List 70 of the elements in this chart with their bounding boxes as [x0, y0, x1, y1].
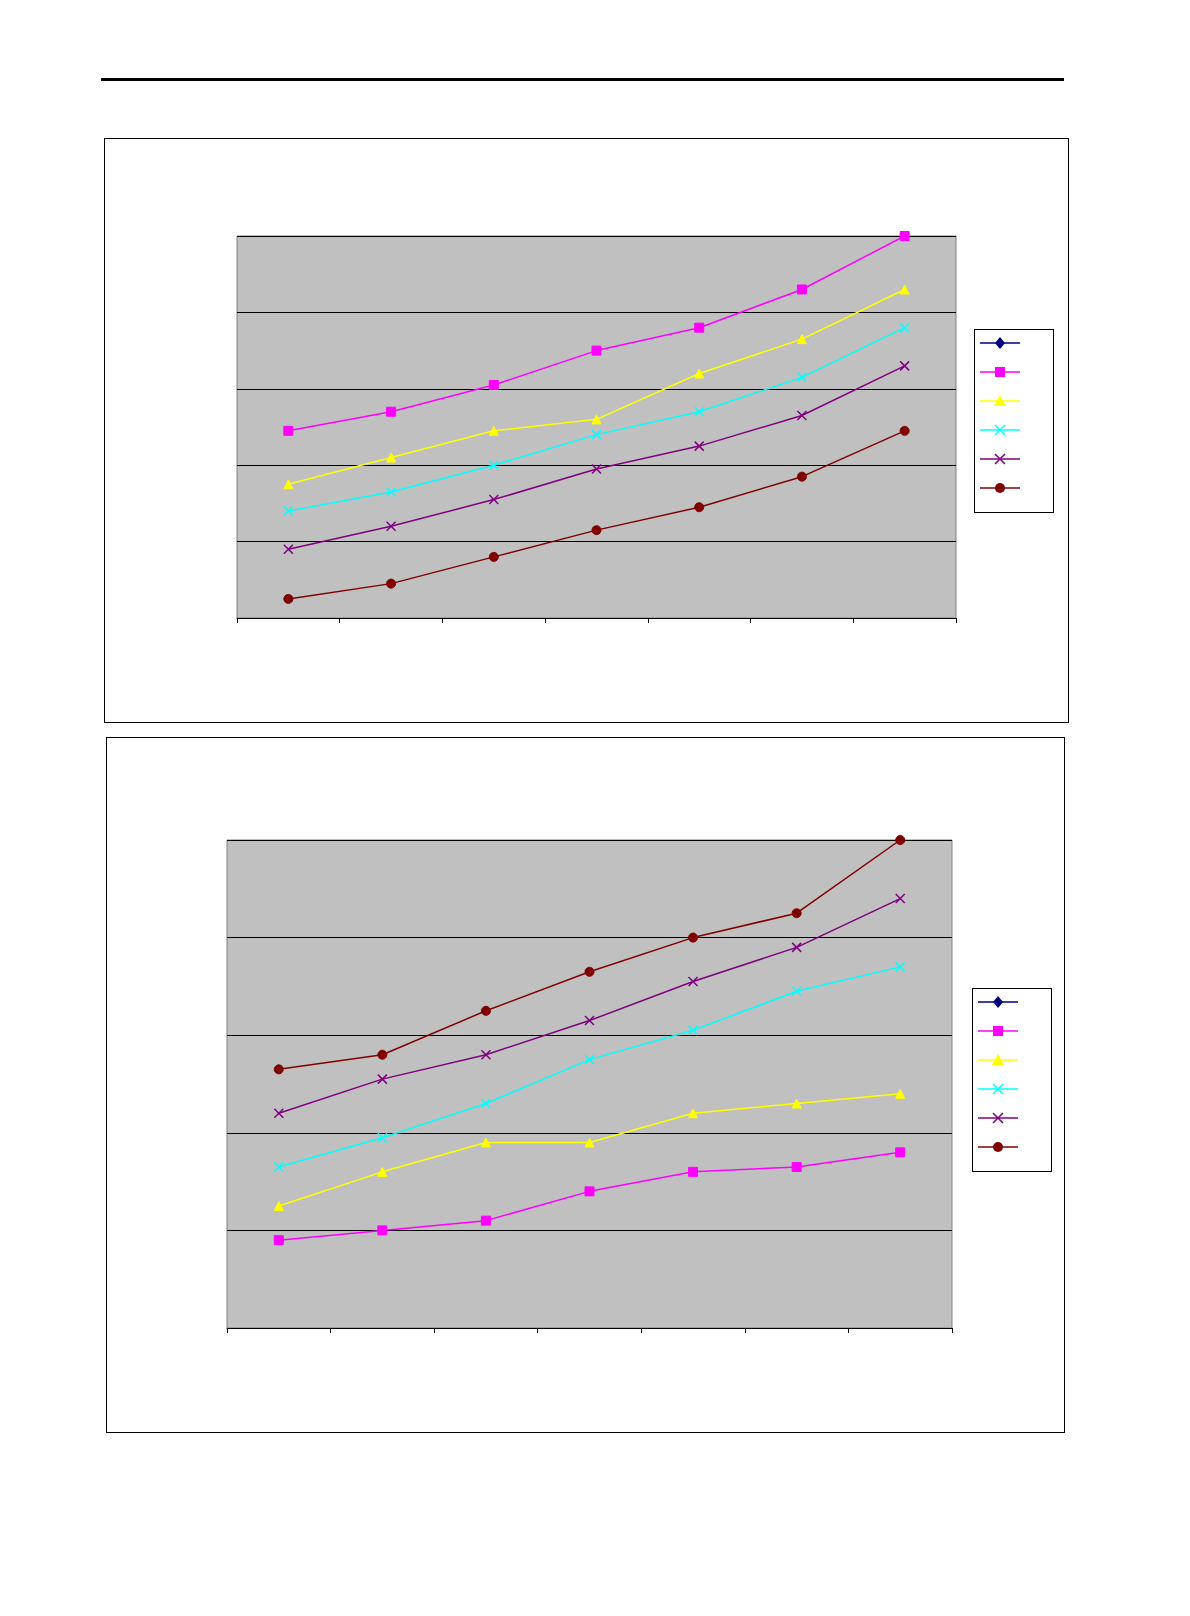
- point: [488, 425, 499, 436]
- point: [273, 1201, 284, 1211]
- point: [796, 334, 807, 345]
- point: [591, 429, 602, 440]
- point: [584, 1186, 595, 1197]
- point: [385, 521, 397, 532]
- point: [480, 1098, 492, 1109]
- point: [584, 966, 595, 977]
- point: [899, 231, 910, 241]
- point: [687, 976, 699, 987]
- point: [283, 505, 294, 517]
- point: [688, 1166, 699, 1177]
- point: [591, 463, 602, 475]
- point: [693, 440, 705, 452]
- point: [283, 479, 294, 490]
- point: [796, 372, 808, 383]
- point: [283, 425, 294, 436]
- point: [791, 1098, 802, 1109]
- point: [791, 1161, 802, 1172]
- point: [480, 1137, 491, 1148]
- point: [796, 410, 808, 421]
- point: [899, 284, 910, 295]
- point: [480, 1049, 492, 1060]
- point: [480, 1215, 491, 1226]
- point: [273, 1108, 285, 1119]
- point: [688, 932, 699, 943]
- point: [488, 379, 499, 390]
- point: [377, 1132, 388, 1143]
- point: [693, 406, 705, 417]
- point: [283, 593, 294, 604]
- point: [283, 543, 294, 555]
- point: [584, 1137, 595, 1148]
- point: [894, 893, 906, 904]
- point: [386, 406, 397, 417]
- point: [791, 986, 802, 997]
- point: [488, 551, 499, 562]
- point: [688, 1108, 699, 1119]
- point: [591, 525, 602, 536]
- point: [895, 1147, 906, 1158]
- point: [273, 1064, 284, 1075]
- point: [687, 1025, 699, 1036]
- point: [273, 1161, 285, 1173]
- point: [791, 908, 802, 919]
- point: [584, 1054, 595, 1065]
- point: [899, 322, 910, 333]
- point: [899, 360, 910, 372]
- point: [796, 471, 807, 482]
- point: [791, 942, 802, 953]
- point: [899, 425, 910, 436]
- point: [591, 414, 602, 425]
- point: [796, 284, 807, 295]
- point: [694, 368, 705, 379]
- point: [480, 1005, 491, 1016]
- point: [694, 322, 705, 333]
- point: [377, 1049, 388, 1060]
- point: [894, 961, 906, 973]
- point: [895, 835, 906, 845]
- point: [584, 1015, 595, 1026]
- point: [377, 1073, 388, 1085]
- point: [386, 578, 397, 589]
- point: [386, 452, 397, 463]
- point: [377, 1225, 388, 1236]
- point: [273, 1235, 284, 1246]
- point: [377, 1166, 388, 1177]
- point: [895, 1088, 906, 1099]
- point: [694, 502, 705, 513]
- point: [488, 459, 500, 471]
- point: [385, 486, 397, 498]
- point: [591, 345, 602, 356]
- point: [488, 494, 500, 505]
